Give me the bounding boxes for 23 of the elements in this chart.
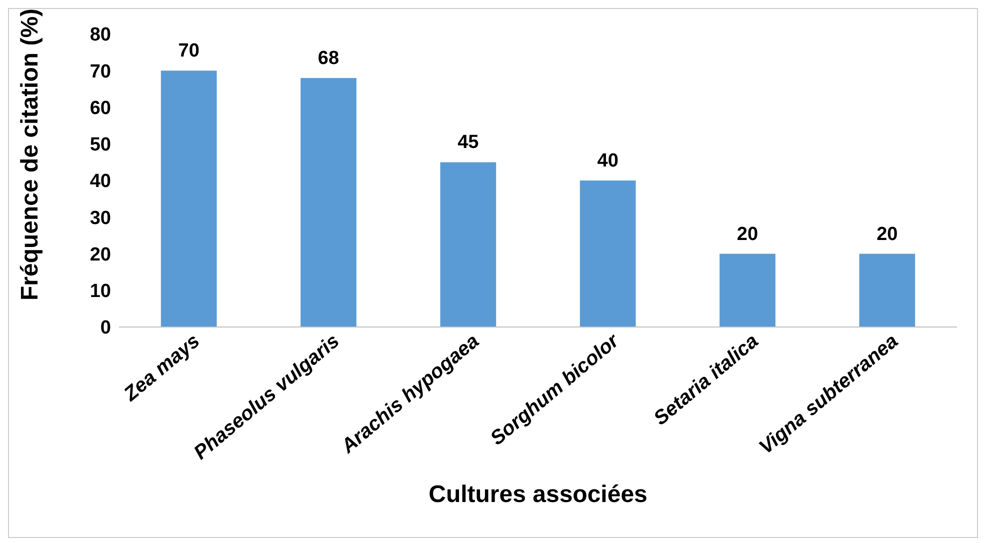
data-label: 70: [178, 40, 200, 62]
bar: [440, 162, 496, 327]
y-tick-label: 20: [90, 244, 111, 266]
y-tick-label: 0: [100, 318, 111, 339]
y-tick-label: 60: [90, 98, 111, 119]
y-tick-label: 50: [90, 134, 111, 156]
data-label: 68: [318, 48, 340, 69]
bar: [720, 254, 776, 327]
data-label: 20: [876, 224, 898, 245]
y-tick-label: 80: [90, 24, 111, 46]
data-label: 40: [597, 150, 618, 172]
y-tick-label: 70: [90, 61, 111, 82]
y-tick-label: 30: [90, 208, 111, 229]
y-axis-title: Fréquence de citation (%): [16, 8, 44, 300]
bar: [300, 78, 356, 327]
data-label: 45: [458, 132, 480, 154]
y-tick-label: 40: [90, 171, 111, 192]
bar: [160, 70, 217, 327]
y-tick-label: 10: [90, 281, 111, 302]
bar: [859, 254, 916, 327]
data-label: 20: [736, 224, 758, 245]
x-axis-title: Cultures associées: [428, 481, 648, 508]
bar: [580, 180, 636, 327]
